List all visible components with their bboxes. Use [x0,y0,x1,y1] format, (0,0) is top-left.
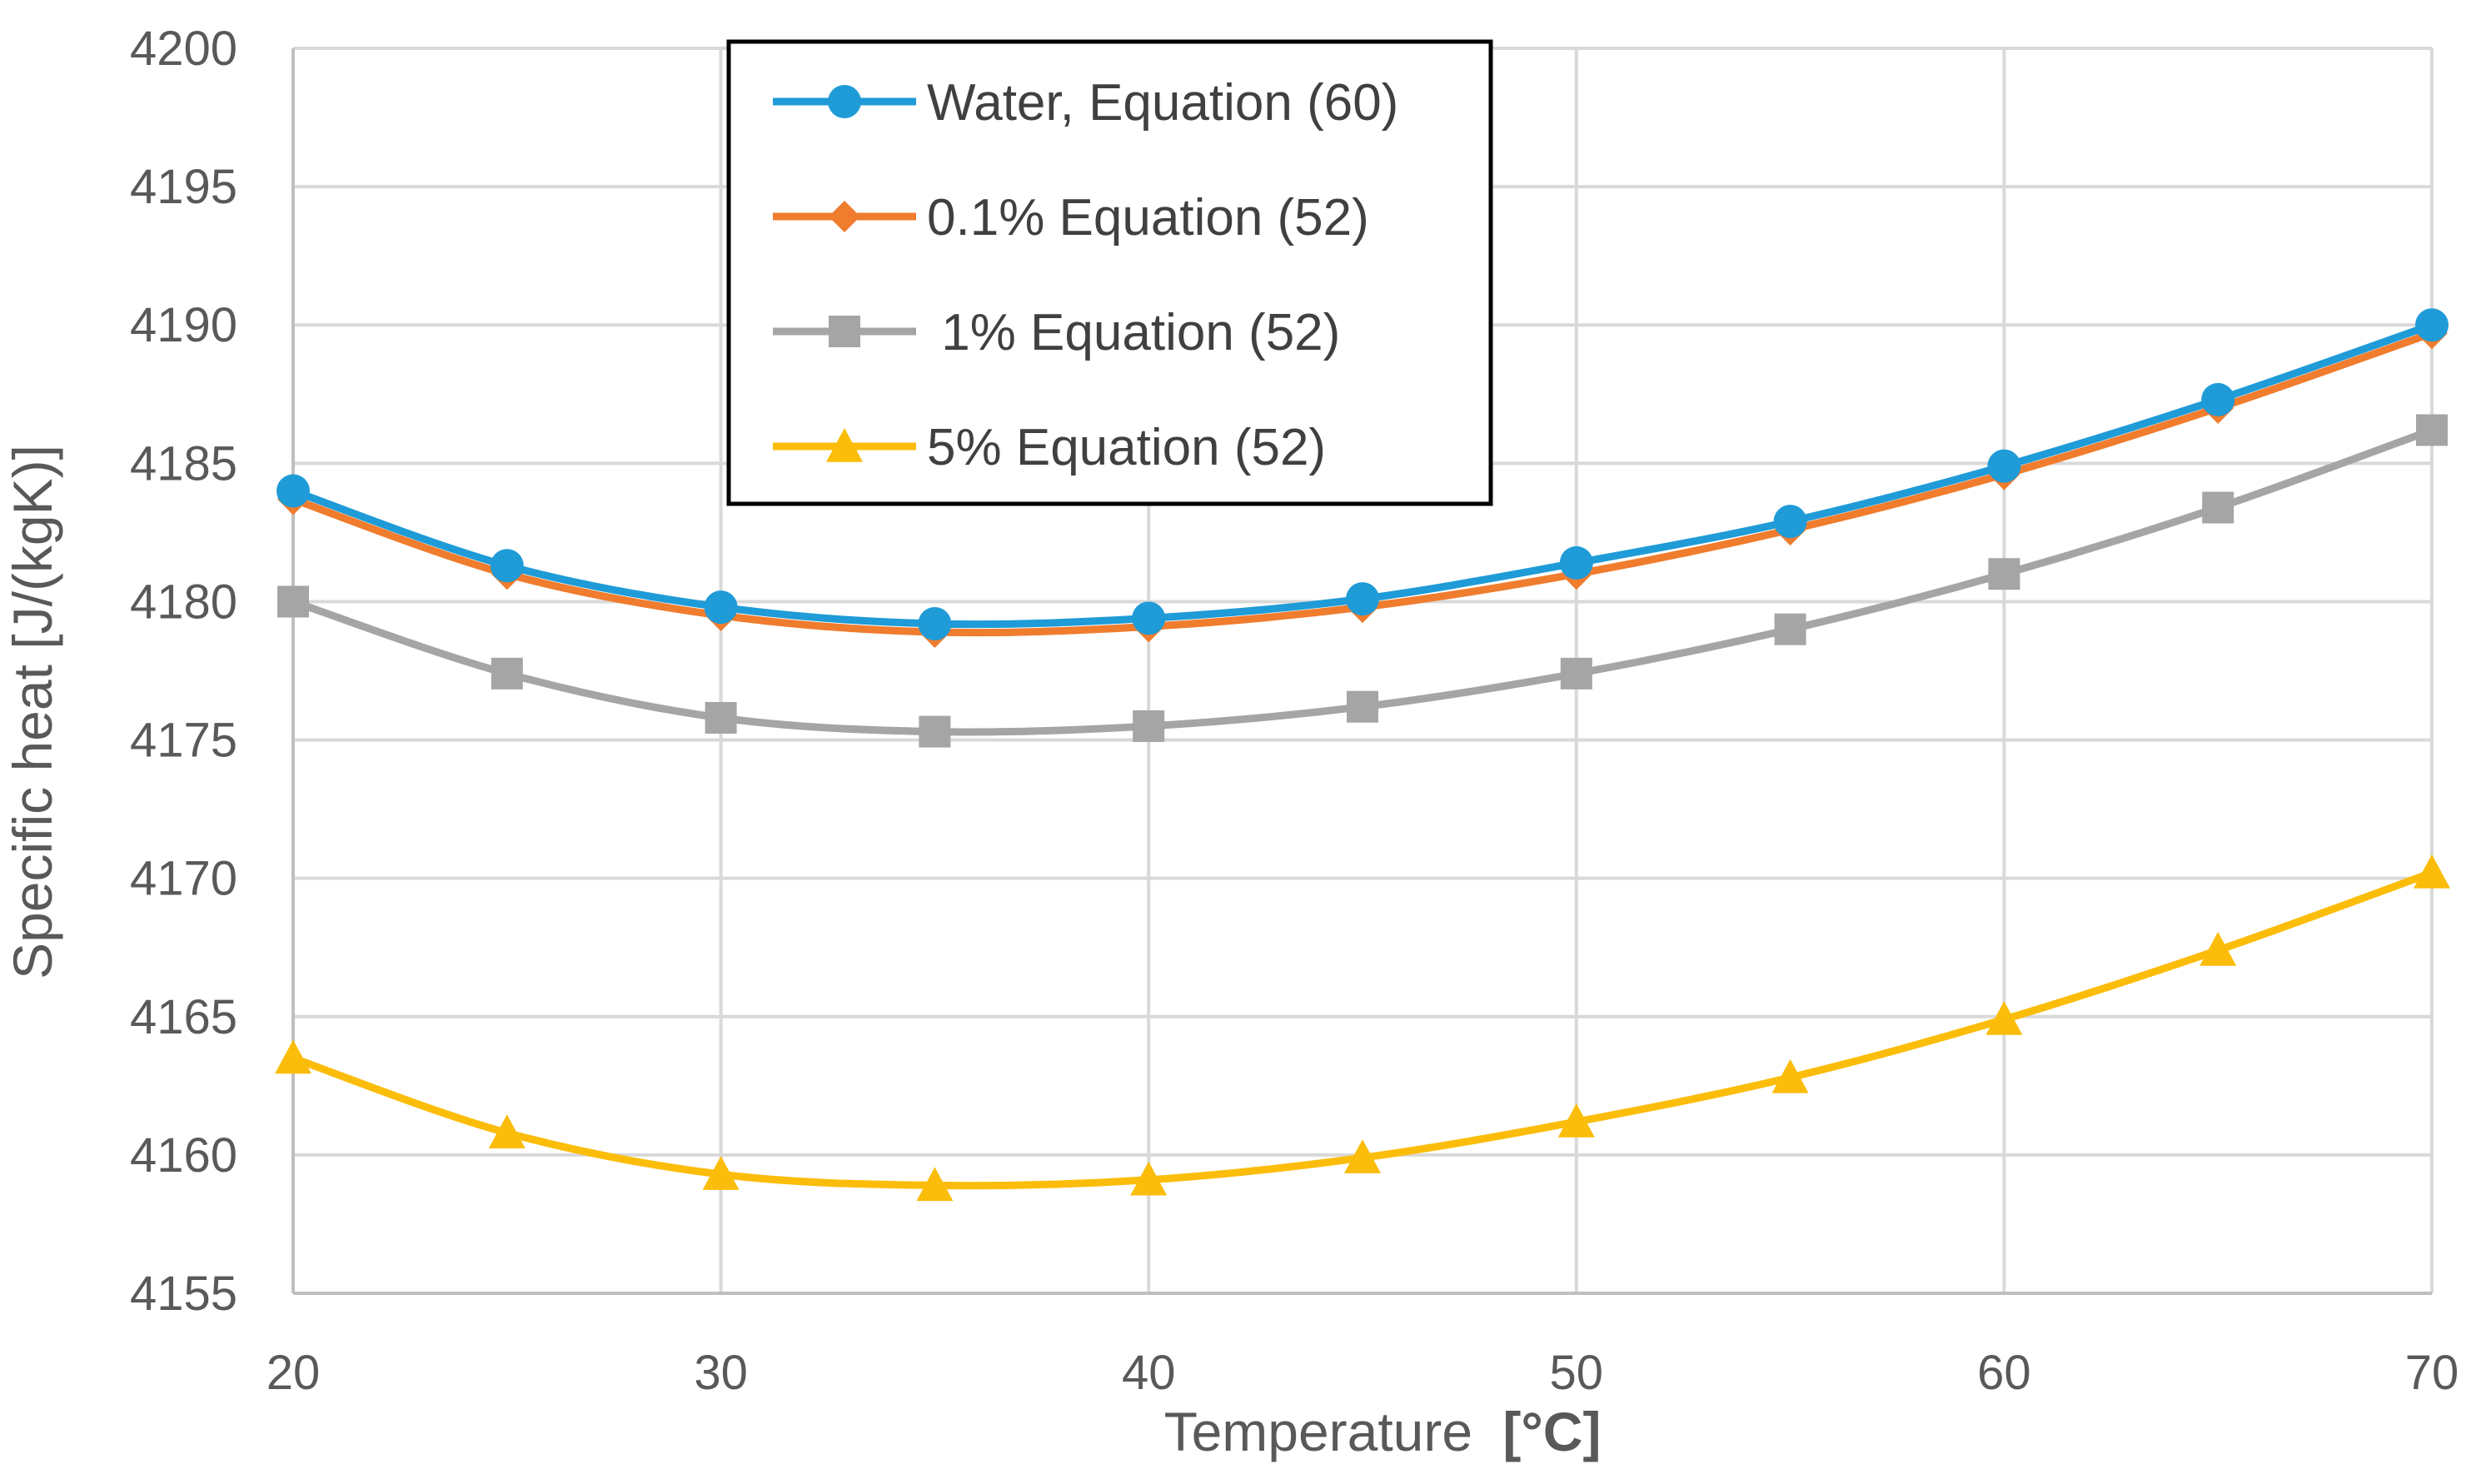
data-point [1987,449,2021,483]
legend-label: Water, Equation (60) [927,74,1398,132]
legend-marker [828,85,861,118]
y-axis-title: Specific heat [J/(kgK)] [2,445,63,979]
data-point [1560,657,1592,690]
data-point [1344,1139,1381,1173]
series-group [275,854,2450,1202]
x-tick-label: 20 [267,1346,321,1400]
data-point [1133,710,1165,742]
legend-marker [829,201,860,232]
y-tick-label: 4180 [130,575,237,629]
legend-marker [826,428,863,462]
x-axis-title: Temperature [°C] [1164,1401,1602,1462]
legend-item: 0.1% Equation (52) [773,189,1369,247]
data-point [1132,601,1166,635]
legend-item: Water, Equation (60) [773,74,1398,132]
data-point [2414,854,2450,889]
x-tick-label: 60 [1977,1346,2031,1400]
y-tick-label: 4165 [130,990,237,1044]
data-point [702,1156,740,1190]
x-tick-label: 50 [1550,1346,1604,1400]
x-tick-label: 30 [694,1346,748,1400]
data-point [2415,308,2449,342]
data-point [2416,414,2448,446]
data-point [1771,1058,1809,1093]
series-line [289,869,2436,1190]
y-tick-label: 4185 [130,436,237,491]
y-tick-label: 4160 [130,1128,237,1183]
y-tick-label: 4155 [130,1267,237,1321]
x-tick-label: 70 [2405,1346,2459,1400]
data-point [1985,1001,2023,1035]
y-tick-label: 4195 [130,160,237,214]
data-point [491,657,523,690]
legend-label: 1% Equation (52) [927,304,1340,361]
data-point [2201,382,2235,416]
data-point [276,474,310,508]
legend: Water, Equation (60) 0.1% Equation (52) 1… [726,39,1493,506]
data-point [1130,1161,1168,1196]
y-tick-label: 4190 [130,298,237,352]
data-point [1347,690,1378,723]
x-tick-label: 40 [1122,1346,1176,1400]
y-tick-label: 4175 [130,714,237,768]
x-axis-title-unit: [°C] [1502,1401,1601,1462]
data-point [277,585,309,618]
legend-box [726,39,1493,506]
legend-item: 5% Equation (52) [773,419,1326,476]
series-group [276,308,2449,641]
series-layer [275,308,2450,1202]
tick-layer: 4155 4160 4165 4170 4175 4180 4185 4190 4195 4200… [130,22,2459,1400]
data-point [705,701,737,734]
data-point [1988,558,2020,590]
x-axis-title-text: Temperature [1164,1401,1473,1462]
legend-marker [829,316,860,347]
legend-label: 0.1% Equation (52) [927,189,1369,247]
series-group [277,414,2448,748]
data-point [2202,491,2234,524]
data-point [1346,582,1379,616]
data-point [1773,505,1807,539]
legend-label: 5% Equation (52) [927,419,1326,476]
data-point [1774,613,1806,645]
legend-item: 1% Equation (52) [773,304,1340,361]
data-point [704,590,738,625]
data-point [1559,545,1593,580]
data-point [918,607,952,641]
y-tick-label: 4200 [130,22,237,76]
data-point [916,1167,954,1202]
legend-items: Water, Equation (60) 0.1% Equation (52) 1… [773,74,1398,476]
data-point [919,715,951,748]
data-point [2200,932,2237,966]
data-point [1557,1103,1595,1138]
data-point [488,1114,526,1149]
data-point [275,1039,311,1074]
y-tick-label: 4170 [130,852,237,906]
data-point [490,549,524,583]
